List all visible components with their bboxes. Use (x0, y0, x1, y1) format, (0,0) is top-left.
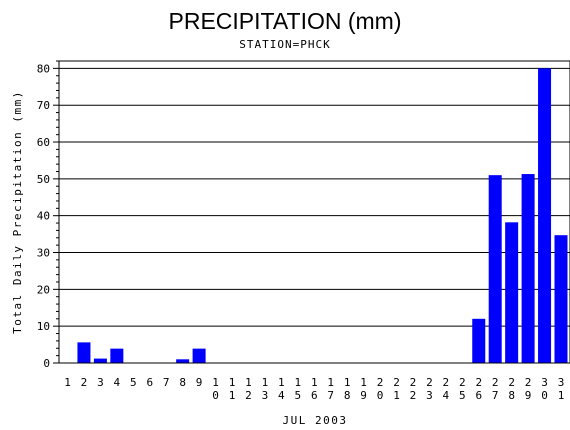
x-tick-label-29: 9 (525, 389, 532, 402)
bar-day-28 (505, 222, 519, 363)
x-tick-label-6: 6 (146, 376, 153, 389)
chart-subtitle: STATION=PHCK (239, 38, 330, 51)
y-tick-label: 50 (37, 173, 50, 186)
bar-day-29 (521, 174, 535, 363)
y-tick-label: 60 (37, 136, 50, 149)
x-tick-label-31: 3 (558, 376, 565, 389)
bar-day-30 (538, 68, 552, 364)
bar-day-4 (110, 348, 124, 363)
x-tick-label-24: 4 (443, 389, 450, 402)
x-tick-label-21: 2 (393, 376, 400, 389)
y-tick-label: 80 (37, 62, 50, 75)
x-tick-label-14: 4 (278, 389, 285, 402)
x-tick-label-26: 2 (475, 376, 482, 389)
bar-day-8 (176, 359, 190, 363)
y-axis-label: Total Daily Precipitation (mm) (11, 90, 24, 334)
x-axis-label: JUL 2003 (283, 414, 348, 427)
bars (77, 68, 568, 364)
x-tick-label-10: 1 (212, 376, 219, 389)
x-tick-label-30: 3 (541, 376, 548, 389)
x-tick-label-16: 6 (311, 389, 318, 402)
x-tick-label-24: 2 (443, 376, 450, 389)
x-tick-label-8: 8 (179, 376, 186, 389)
x-tick-label-19: 9 (360, 389, 367, 402)
x-axis-ticks: 1 2 3 4 5 6 7 8 9 1011121314151617181920212223242… (64, 376, 564, 402)
x-tick-label-21: 1 (393, 389, 400, 402)
x-tick-label-13: 3 (262, 389, 269, 402)
x-tick-label-7: 7 (163, 376, 170, 389)
x-tick-label-15: 5 (294, 389, 301, 402)
x-tick-label-30: 0 (541, 389, 548, 402)
x-tick-label-20: 0 (377, 389, 384, 402)
x-tick-label-3: 3 (97, 376, 104, 389)
x-tick-label-14: 1 (278, 376, 285, 389)
x-tick-label-23: 2 (426, 376, 433, 389)
x-tick-label-12: 1 (245, 376, 252, 389)
x-tick-label-19: 1 (360, 376, 367, 389)
x-tick-label-26: 6 (475, 389, 482, 402)
y-tick-label: 20 (37, 283, 50, 296)
x-tick-label-12: 2 (245, 389, 252, 402)
x-tick-label-11: 1 (229, 376, 236, 389)
x-tick-label-17: 1 (327, 376, 334, 389)
plot-frame (58, 60, 570, 364)
x-tick-label-29: 2 (525, 376, 532, 389)
chart-title: PRECIPITATION (mm) (169, 8, 402, 34)
x-tick-label-20: 2 (377, 376, 384, 389)
y-tick-label: 40 (37, 210, 50, 223)
bar-day-2 (77, 342, 91, 363)
x-tick-label-9: 9 (196, 376, 203, 389)
bar-day-9 (192, 348, 206, 363)
x-tick-label-15: 1 (294, 376, 301, 389)
x-tick-label-13: 1 (262, 376, 269, 389)
x-tick-label-18: 1 (344, 376, 351, 389)
y-tick-label: 30 (37, 247, 50, 260)
x-tick-label-27: 2 (492, 376, 499, 389)
x-tick-label-28: 8 (508, 389, 515, 402)
x-tick-label-10: 0 (212, 389, 219, 402)
bar-day-27 (488, 175, 502, 363)
x-tick-label-4: 4 (114, 376, 121, 389)
x-tick-label-1: 1 (64, 376, 71, 389)
x-tick-label-28: 2 (508, 376, 515, 389)
x-tick-label-17: 7 (327, 389, 334, 402)
bar-day-31 (554, 235, 568, 363)
x-tick-label-16: 1 (311, 376, 318, 389)
gridlines (59, 67, 570, 327)
y-tick-label: 0 (43, 357, 50, 370)
y-axis-ticks: 0 10 20 30 40 50 60 70 80 (37, 60, 59, 370)
x-tick-label-22: 2 (410, 389, 417, 402)
x-tick-label-27: 7 (492, 389, 499, 402)
x-tick-label-22: 2 (410, 376, 417, 389)
x-tick-label-25: 5 (459, 389, 466, 402)
x-tick-label-31: 1 (558, 389, 565, 402)
x-tick-label-5: 5 (130, 376, 137, 389)
x-tick-label-23: 3 (426, 389, 433, 402)
x-tick-label-25: 2 (459, 376, 466, 389)
bar-day-3 (93, 358, 107, 363)
y-tick-label: 10 (37, 320, 50, 333)
bar-day-26 (472, 318, 486, 363)
y-tick-label: 70 (37, 99, 50, 112)
x-tick-label-11: 1 (229, 389, 236, 402)
x-tick-label-18: 8 (344, 389, 351, 402)
x-tick-label-2: 2 (81, 376, 88, 389)
